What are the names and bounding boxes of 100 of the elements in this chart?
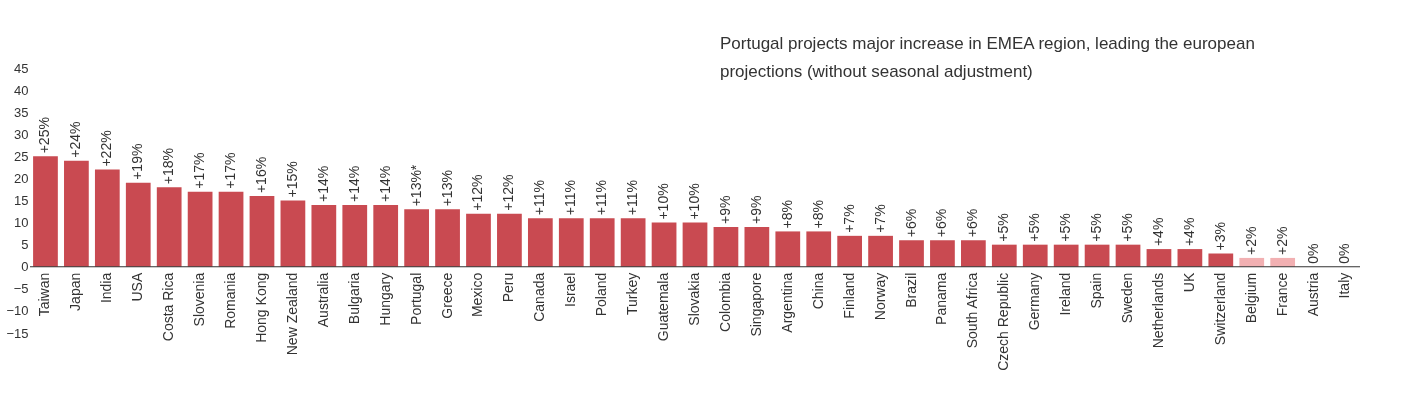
data-label: +4%: [1180, 217, 1197, 247]
data-label: +2%: [1273, 226, 1290, 255]
x-tick-label: Poland: [593, 272, 610, 317]
data-label: +11%: [624, 179, 641, 216]
bar: [1022, 244, 1048, 267]
y-tick-label: 5: [21, 237, 29, 253]
y-tick-label: 45: [14, 60, 29, 76]
bar: [156, 187, 182, 267]
bar: [558, 218, 584, 267]
x-tick-label: Peru: [500, 272, 517, 303]
bar: [33, 156, 58, 267]
data-label: +7%: [840, 204, 857, 233]
bar: [930, 240, 955, 267]
y-tick-label: 40: [14, 82, 29, 98]
bar: [1239, 257, 1265, 267]
data-label: +12%: [500, 174, 517, 211]
bar: [64, 160, 89, 267]
x-tick-label: UK: [1180, 272, 1197, 293]
bar: [280, 200, 306, 267]
annotation: Portugal projects major increase in EMEA region, leading the european projections (without seasonal adjustment): [720, 34, 1255, 81]
data-label: +11%: [562, 179, 579, 216]
x-tick-label: Argentina: [778, 272, 795, 333]
y-tick-label: −15: [6, 325, 29, 341]
y-tick-label: 35: [14, 104, 29, 120]
data-label: +25%: [36, 117, 53, 154]
bar: [806, 231, 832, 267]
bar: [527, 218, 553, 267]
bar: [1177, 249, 1203, 267]
data-label: +7%: [871, 204, 888, 233]
bar: [187, 191, 213, 267]
y-tick-label: −10: [6, 303, 29, 319]
bar: [620, 218, 646, 267]
data-label: +15%: [283, 161, 300, 198]
y-tick-label: 10: [14, 215, 29, 231]
bar: [497, 213, 522, 267]
data-label: +11%: [531, 179, 548, 216]
data-label: 0%: [1335, 243, 1352, 264]
data-label: +6%: [902, 208, 919, 238]
x-tick-label: Australia: [314, 272, 331, 328]
bar: [1270, 257, 1296, 267]
data-label: +17%: [191, 152, 208, 189]
bar: [961, 240, 986, 267]
data-label: +5%: [1088, 213, 1105, 242]
data-label: +5%: [1119, 213, 1136, 242]
bar: [744, 227, 770, 267]
data-label: +17%: [222, 152, 239, 189]
x-tick-label: Belgium: [1242, 272, 1259, 324]
x-tick-label: Hungary: [376, 272, 393, 326]
x-tick-label: Sweden: [1119, 272, 1136, 324]
x-tick-label: Guatemala: [655, 272, 672, 342]
x-tick-label: Slovakia: [686, 272, 702, 326]
bar: [311, 204, 337, 267]
data-label: +22%: [98, 130, 115, 167]
data-label: +13%*: [407, 164, 424, 207]
x-tick-label: India: [98, 272, 115, 304]
bar: [404, 209, 429, 267]
bar: [775, 231, 801, 267]
bar: [249, 196, 275, 267]
bar: [899, 240, 924, 267]
x-tick-label: Singapore: [747, 272, 764, 337]
data-label: 0%: [1304, 243, 1321, 264]
bar: [125, 182, 151, 267]
x-tick-label: New Zealand: [283, 272, 300, 356]
bar: [682, 222, 708, 267]
x-tick-label: Romania: [222, 272, 239, 329]
data-label: +8%: [809, 199, 826, 229]
data-label: +13%: [438, 170, 455, 207]
x-tick-label: Canada: [531, 272, 548, 322]
bar: [435, 209, 460, 267]
data-label: +9%: [716, 195, 733, 224]
x-tick-label: Ireland: [1057, 272, 1074, 316]
x-tick-label: Slovenia: [191, 272, 208, 327]
data-label: +3%: [1211, 222, 1228, 251]
data-label: +8%: [778, 199, 795, 229]
data-label: +24%: [67, 121, 84, 158]
data-label: +14%: [345, 165, 362, 202]
x-tick-label: Israel: [562, 272, 579, 307]
data-label: +6%: [964, 208, 981, 238]
x-tick-label: South Africa: [964, 272, 981, 349]
bar: [1084, 244, 1110, 267]
y-tick-label: 20: [14, 170, 29, 186]
x-tick-label: Greece: [438, 272, 455, 319]
x-tick-label: Finland: [840, 272, 857, 319]
x-tick-label: Hong Kong: [252, 272, 269, 343]
bar: [589, 218, 615, 267]
x-tick-label: Czech Republic: [995, 272, 1012, 371]
x-tick-label: Norway: [871, 272, 888, 321]
x-tick-label: Austria: [1304, 272, 1321, 317]
bar: [466, 213, 491, 267]
x-tick-label: Turkey: [624, 272, 641, 316]
x-tick-label: Colombia: [716, 272, 733, 332]
data-label: +14%: [376, 165, 393, 202]
bar: [373, 204, 399, 267]
x-tick-label: Netherlands: [1149, 272, 1166, 349]
bar: [218, 191, 244, 267]
x-tick-label: USA: [129, 272, 146, 302]
bar: [713, 227, 739, 267]
x-tick-label: Japan: [67, 272, 84, 311]
bar: [1115, 244, 1141, 267]
bar: [1146, 249, 1172, 267]
